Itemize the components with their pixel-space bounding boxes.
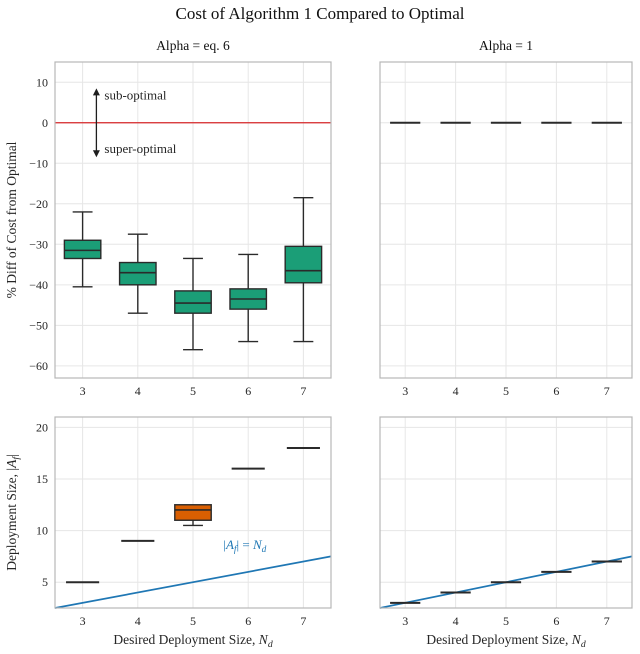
y-tick-label: −40 <box>29 278 48 292</box>
x-tick-label: 5 <box>190 614 196 628</box>
box <box>284 245 323 284</box>
x-tick-label: 5 <box>503 384 509 398</box>
x-tick-label: 3 <box>80 384 86 398</box>
x-tick-label: 3 <box>80 614 86 628</box>
y-tick-label: 5 <box>42 575 48 589</box>
x-tick-label: 5 <box>190 384 196 398</box>
x-tick-label: 5 <box>503 614 509 628</box>
figure-title: Cost of Algorithm 1 Compared to Optimal <box>175 4 465 23</box>
x-tick-label: 7 <box>300 384 306 398</box>
y-tick-label: −50 <box>29 318 48 332</box>
x-tick-label: 6 <box>553 614 559 628</box>
x-axis-label: Desired Deployment Size, Nd <box>426 632 585 650</box>
identity-line-label: |Af| = Nd <box>223 537 266 555</box>
y-tick-label: 10 <box>36 524 48 538</box>
subplot-title-alpha-1: Alpha = 1 <box>478 38 534 53</box>
x-tick-label: 7 <box>300 614 306 628</box>
subplot-bottom-right: 3 4 5 6 7 Desired Deployment Size, Nd <box>379 416 633 650</box>
x-tick-label: 4 <box>453 384 459 398</box>
box <box>174 504 212 521</box>
y-tick-label: −60 <box>29 359 48 373</box>
axes-frame <box>379 416 633 609</box>
x-tick-label: 3 <box>402 614 408 628</box>
y-tick-label: −30 <box>29 237 48 251</box>
y-axis-label: Deployment Size, |Af| <box>4 454 22 570</box>
box <box>118 261 157 286</box>
box <box>174 290 212 314</box>
x-tick-label: 4 <box>135 384 141 398</box>
x-tick-label: 4 <box>453 614 459 628</box>
subplot-title-alpha-eq6: Alpha = eq. 6 <box>156 38 230 53</box>
x-tick-label: 6 <box>245 614 251 628</box>
x-tick-label: 6 <box>553 384 559 398</box>
y-tick-label: 15 <box>36 472 48 486</box>
subplot-bottom-left: |Af| = Nd 3 4 5 6 7 5 10 15 20 Desired Deployment … <box>4 416 332 650</box>
axes-frame <box>379 61 633 379</box>
x-tick-label: 7 <box>604 384 610 398</box>
annotation-sub-optimal: sub-optimal <box>104 87 166 102</box>
x-tick-label: 6 <box>245 384 251 398</box>
identity-line <box>54 555 332 609</box>
x-axis-label: Desired Deployment Size, Nd <box>113 632 272 650</box>
subplot-top-right: 3 4 5 6 7 <box>379 61 633 398</box>
box <box>63 239 102 260</box>
x-tick-label: 4 <box>135 614 141 628</box>
arrowhead-up <box>92 88 100 96</box>
y-tick-label: 20 <box>36 420 48 434</box>
x-tick-label: 3 <box>402 384 408 398</box>
axes-frame <box>54 61 332 379</box>
arrowhead-down <box>92 150 100 158</box>
y-axis-label: % Diff of Cost from Optimal <box>4 141 19 298</box>
y-tick-label: −10 <box>29 156 48 170</box>
x-tick-label: 7 <box>604 614 610 628</box>
y-tick-label: 0 <box>42 116 48 130</box>
y-tick-label: −20 <box>29 197 48 211</box>
subplot-top-left: sub-optimal super-optimal 3 4 5 6 7 10 0 −10 −20 −3… <box>4 61 332 398</box>
axes-frame <box>54 416 332 609</box>
annotation-super-optimal: super-optimal <box>104 141 176 156</box>
y-tick-label: 10 <box>36 75 48 89</box>
